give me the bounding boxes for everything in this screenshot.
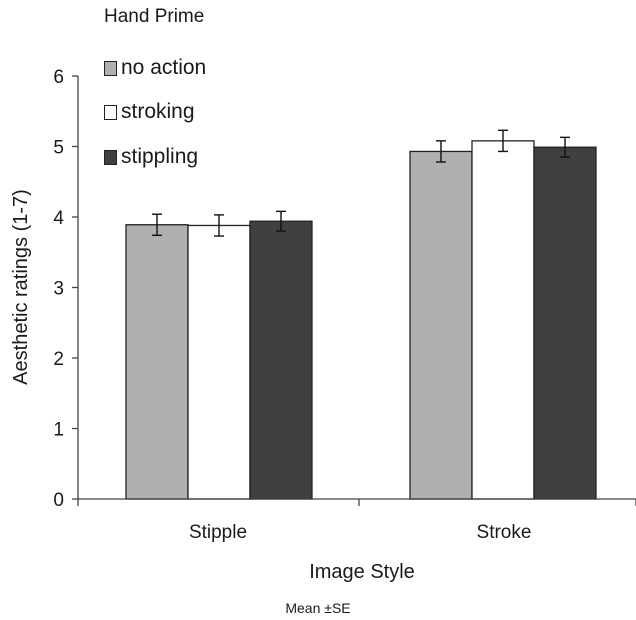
bar-stippling-stipple xyxy=(249,220,313,500)
y-tick-label: 4 xyxy=(53,208,64,229)
bars-group xyxy=(125,129,597,500)
legend-label: stippling xyxy=(121,145,199,168)
bar-stippling-stroke xyxy=(533,146,597,500)
bar-no-action-stipple xyxy=(125,224,189,500)
y-tick-label: 5 xyxy=(53,138,64,159)
chart-annotation: Mean ±SE xyxy=(285,600,351,616)
y-axis-title: Aesthetic ratings (1-7) xyxy=(10,189,32,385)
legend-label: stroking xyxy=(121,100,195,123)
bar-stroking-stroke xyxy=(471,140,535,500)
y-tick-label: 2 xyxy=(53,349,64,370)
axes-group: 0 1 2 3 4 5 6 Stipple Stroke Image Style Aesthetic… xyxy=(10,67,636,583)
y-tick-label: 6 xyxy=(53,67,64,88)
legend-label: no action xyxy=(121,56,207,79)
legend-item-no-action: no action xyxy=(104,56,206,80)
legend-swatch-stroking xyxy=(104,104,117,120)
y-tick-label: 1 xyxy=(53,420,64,441)
y-tick-label: 0 xyxy=(53,490,64,511)
legend-item-stippling: stippling xyxy=(104,145,198,169)
y-tick-label: 3 xyxy=(53,279,64,300)
legend-swatch-no-action xyxy=(104,60,117,76)
legend-item-stroking: stroking xyxy=(104,100,195,124)
bar-stroking-stipple xyxy=(187,224,251,500)
x-axis-title: Image Style xyxy=(309,561,415,583)
bar-no-action-stroke xyxy=(409,150,473,500)
legend-title: Hand Prime xyxy=(104,6,205,27)
legend-swatch-stippling xyxy=(104,149,117,165)
x-tick-label-stroke: Stroke xyxy=(477,522,532,543)
x-tick-label-stipple: Stipple xyxy=(189,522,247,543)
